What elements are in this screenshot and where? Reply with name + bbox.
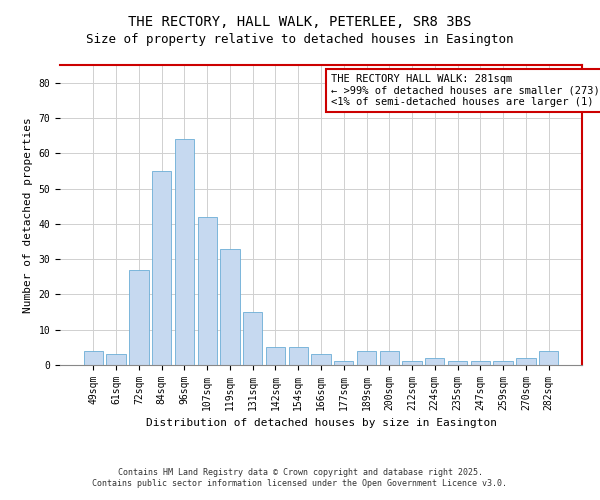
Bar (243, 312, 262, 365)
Bar (493, 362, 513, 365)
Bar (129, 270, 149, 365)
Bar (334, 362, 353, 365)
Text: THE RECTORY HALL WALK: 281sqm
← >99% of detached houses are smaller (273)
<1% of: THE RECTORY HALL WALK: 281sqm ← >99% of … (331, 74, 600, 107)
Bar (220, 248, 239, 365)
Bar (311, 354, 331, 365)
Bar (84, 351, 103, 365)
Text: THE RECTORY, HALL WALK, PETERLEE, SR8 3BS: THE RECTORY, HALL WALK, PETERLEE, SR8 3B… (128, 15, 472, 29)
Bar (516, 358, 536, 365)
Bar (197, 217, 217, 365)
X-axis label: Distribution of detached houses by size in Easington: Distribution of detached houses by size … (146, 418, 497, 428)
Bar (289, 348, 308, 365)
Text: Size of property relative to detached houses in Easington: Size of property relative to detached ho… (86, 32, 514, 46)
Y-axis label: Number of detached properties: Number of detached properties (23, 117, 33, 313)
Bar (448, 362, 467, 365)
Bar (403, 362, 422, 365)
Bar (266, 348, 285, 365)
Bar (470, 362, 490, 365)
Bar (357, 351, 376, 365)
Bar (425, 358, 445, 365)
Bar (152, 171, 172, 365)
Bar (380, 351, 399, 365)
Bar (106, 354, 126, 365)
Bar (539, 351, 558, 365)
Bar (175, 139, 194, 365)
Text: Contains HM Land Registry data © Crown copyright and database right 2025.
Contai: Contains HM Land Registry data © Crown c… (92, 468, 508, 487)
